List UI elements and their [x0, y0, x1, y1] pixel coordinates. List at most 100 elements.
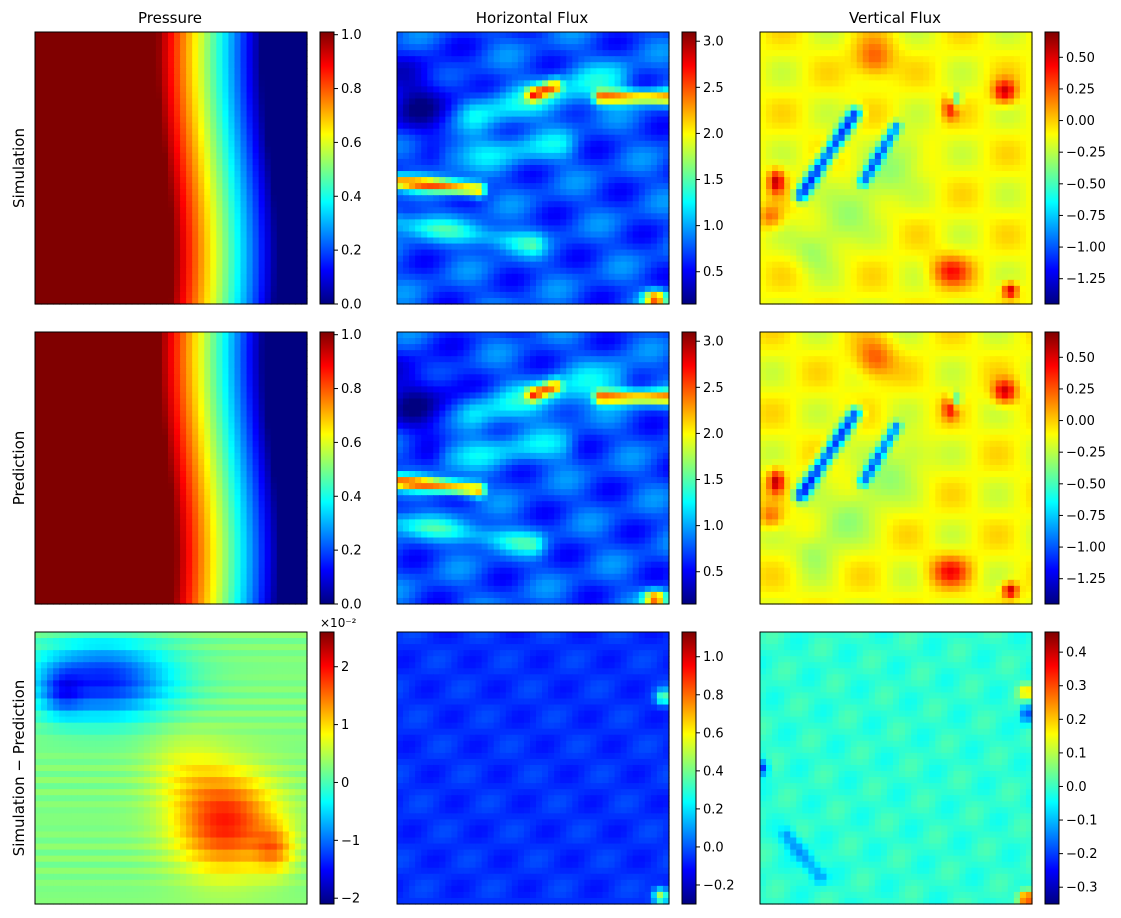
heatmap-cell [505, 171, 513, 178]
heatmap-cell [53, 207, 60, 214]
heatmap-cell [276, 116, 284, 124]
heatmap-cell [644, 122, 652, 130]
heatmap-cell [294, 273, 302, 281]
heatmap-cell [41, 56, 48, 63]
heatmap-cell [198, 152, 205, 160]
heatmap-cell [216, 146, 223, 154]
heatmap-cell [772, 110, 779, 118]
heatmap-cell [820, 146, 828, 154]
heatmap-cell [844, 44, 852, 51]
heatmap-cell [911, 74, 918, 81]
heatmap-cell [493, 213, 501, 220]
heatmap-cell [77, 38, 84, 45]
heatmap-cell [35, 249, 42, 257]
heatmap-cell [222, 50, 230, 57]
heatmap-cell [397, 267, 404, 275]
heatmap-cell [282, 158, 290, 166]
heatmap-cell [602, 128, 610, 136]
heatmap-cell [125, 92, 133, 100]
heatmap-cell [463, 152, 471, 160]
heatmap-cell [125, 237, 133, 245]
heatmap-cell [270, 225, 278, 233]
heatmap-cell [529, 38, 537, 45]
heatmap-cell [192, 285, 199, 293]
heatmap-cell [523, 213, 531, 220]
heatmap-cell [204, 231, 211, 239]
heatmap-cell [421, 80, 428, 87]
heatmap-cell [270, 183, 278, 190]
heatmap-cell [192, 225, 199, 233]
heatmap-cell [959, 86, 967, 94]
heatmap-cell [119, 44, 127, 51]
heatmap-cell [107, 104, 115, 112]
heatmap-cell [53, 110, 60, 118]
heatmap-cell [1013, 86, 1021, 94]
heatmap-cell [923, 128, 930, 136]
colorbar-tick-label: 2.0 [703, 127, 724, 142]
heatmap-cell [228, 195, 236, 202]
heatmap-cell [234, 152, 242, 160]
heatmap-cell [294, 38, 302, 45]
heatmap-cell [802, 80, 809, 87]
heatmap-cell [487, 249, 495, 257]
heatmap-cell [560, 92, 567, 100]
heatmap-cell [650, 74, 658, 81]
heatmap-cell [656, 183, 664, 190]
heatmap-cell [270, 50, 278, 57]
heatmap-cell [517, 183, 525, 190]
heatmap-cell [542, 279, 549, 287]
heatmap-cell [228, 164, 236, 172]
heatmap-cell [584, 183, 592, 190]
heatmap-cell [1025, 122, 1033, 130]
heatmap-cell [656, 201, 664, 208]
heatmap-cell [493, 207, 501, 214]
heatmap-cell [35, 261, 42, 269]
heatmap-cell [282, 285, 290, 293]
heatmap-cell [632, 158, 640, 166]
heatmap-cell [59, 104, 66, 112]
heatmap-cell [264, 110, 272, 118]
heatmap-cell [941, 80, 948, 87]
heatmap-cell [35, 243, 42, 251]
heatmap-cell [814, 140, 822, 148]
heatmap-cell [923, 74, 930, 81]
heatmap-cell [155, 32, 163, 39]
heatmap-cell [397, 171, 404, 178]
heatmap-cell [1019, 98, 1027, 106]
heatmap-cell [965, 134, 973, 142]
heatmap-cell [300, 128, 308, 136]
heatmap-cell [71, 74, 78, 81]
heatmap-cell [180, 50, 187, 57]
heatmap-cell [300, 183, 308, 190]
heatmap-cell [439, 279, 446, 287]
heatmap-cell [929, 86, 936, 94]
heatmap-cell [125, 140, 133, 148]
heatmap-cell [650, 291, 658, 299]
heatmap-cell [892, 74, 900, 81]
heatmap-cell [977, 122, 985, 130]
heatmap-cell [596, 110, 604, 118]
heatmap-cell [155, 122, 163, 130]
heatmap-cell [240, 146, 248, 154]
heatmap-cell [167, 279, 175, 287]
heatmap-cell [929, 80, 936, 87]
heatmap-cell [95, 50, 103, 57]
heatmap-cell [186, 237, 193, 245]
heatmap-cell [119, 297, 127, 305]
heatmap-cell [608, 219, 616, 227]
heatmap-cell [41, 74, 48, 81]
heatmap-cell [83, 164, 90, 172]
heatmap-cell [868, 62, 876, 69]
heatmap-cell [421, 92, 428, 100]
heatmap-cell [475, 98, 483, 106]
heatmap-cell [493, 128, 501, 136]
heatmap-cell [989, 146, 997, 154]
heatmap-cell [602, 98, 610, 106]
heatmap-cell [83, 255, 90, 263]
heatmap-cell [149, 261, 157, 269]
heatmap-cell [264, 255, 272, 263]
heatmap-cell [288, 140, 296, 148]
heatmap-cell [929, 110, 936, 118]
heatmap-cell [971, 128, 979, 136]
heatmap-cell [294, 128, 302, 136]
